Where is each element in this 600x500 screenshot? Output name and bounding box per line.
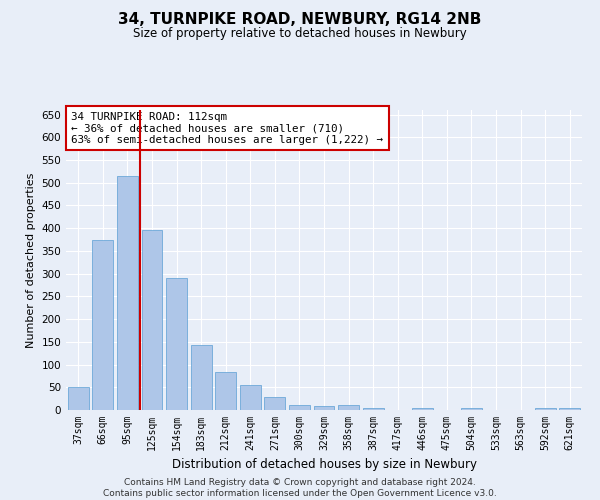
Bar xyxy=(240,385,261,410)
Bar xyxy=(92,240,113,410)
Y-axis label: Number of detached properties: Number of detached properties xyxy=(26,172,36,348)
Bar xyxy=(535,408,556,410)
Bar xyxy=(314,406,334,410)
Bar xyxy=(412,408,433,410)
Bar xyxy=(166,278,187,410)
Bar xyxy=(265,397,286,410)
Bar xyxy=(117,176,138,410)
Text: 34 TURNPIKE ROAD: 112sqm
← 36% of detached houses are smaller (710)
63% of semi-: 34 TURNPIKE ROAD: 112sqm ← 36% of detach… xyxy=(71,112,383,144)
Text: Contains HM Land Registry data © Crown copyright and database right 2024.
Contai: Contains HM Land Registry data © Crown c… xyxy=(103,478,497,498)
Bar xyxy=(461,408,482,410)
X-axis label: Distribution of detached houses by size in Newbury: Distribution of detached houses by size … xyxy=(172,458,476,471)
Bar xyxy=(338,405,359,410)
Bar xyxy=(191,346,212,410)
Text: Size of property relative to detached houses in Newbury: Size of property relative to detached ho… xyxy=(133,28,467,40)
Bar xyxy=(215,372,236,410)
Bar xyxy=(68,388,89,410)
Bar xyxy=(289,406,310,410)
Bar xyxy=(362,408,383,410)
Bar xyxy=(559,408,580,410)
Text: 34, TURNPIKE ROAD, NEWBURY, RG14 2NB: 34, TURNPIKE ROAD, NEWBURY, RG14 2NB xyxy=(118,12,482,28)
Bar xyxy=(142,230,163,410)
